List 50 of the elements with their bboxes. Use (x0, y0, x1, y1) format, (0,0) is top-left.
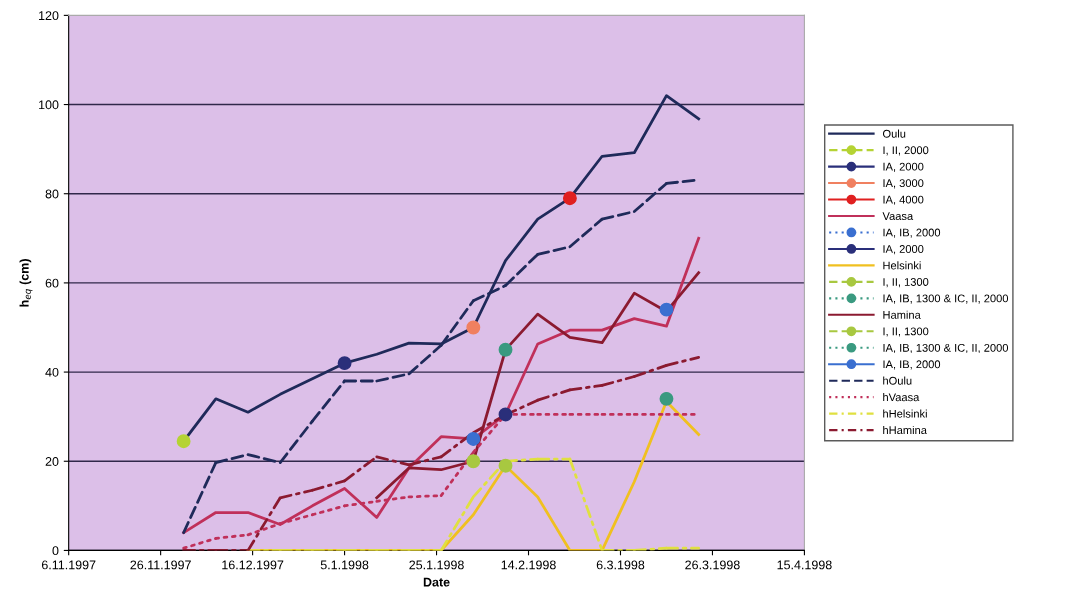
x-tick-label: 14.2.1998 (501, 560, 556, 570)
point (176, 434, 191, 449)
legend-label: IA, 2000 (883, 245, 924, 255)
legend-label: IA, 2000 (883, 162, 924, 172)
point (498, 342, 513, 357)
legend-label: Vaasa (882, 212, 914, 221)
x-tick-label: 26.11.1997 (130, 560, 191, 570)
legend-label: hHelsinki (883, 409, 927, 418)
x-tick-label: 6.3.1998 (596, 560, 645, 570)
legend-label: I, II, 1300 (883, 278, 929, 288)
x-tick-label: 6.11.1997 (41, 560, 96, 570)
y-axis-title: h$_{eq}$ (cm) (19, 259, 33, 307)
y-tick-label: 40 (45, 367, 59, 377)
x-tick-label: 26.3.1998 (685, 560, 740, 570)
point (466, 454, 481, 469)
point (562, 191, 577, 206)
legend-label: hVaasa (883, 393, 920, 402)
x-tick-label: 5.1.1998 (320, 560, 369, 570)
legend-label: I, II, 1300 (883, 327, 929, 337)
legend-label: IA, IB, 1300 & IC, II, 2000 (883, 343, 1009, 354)
legend-label: Hamina (883, 310, 921, 319)
point (466, 432, 481, 446)
point (498, 458, 513, 473)
legend-label: I, II, 2000 (883, 146, 929, 156)
y-tick-label: 20 (45, 457, 59, 466)
x-axis-title: Date (423, 577, 450, 587)
legend-label: Oulu (882, 129, 906, 138)
point (659, 302, 674, 317)
y-tick-label: 80 (45, 189, 59, 199)
y-tick-label: 120 (39, 11, 59, 21)
y-tick-label: 100 (39, 100, 59, 110)
legend-label: IA, IB, 2000 (883, 360, 941, 370)
x-tick-label: 16.12.1997 (222, 560, 284, 570)
line-series (375, 271, 701, 500)
legend-label: IA, IB, 2000 (883, 228, 941, 238)
point (659, 391, 674, 406)
x-tick-label: 15.4.1998 (777, 560, 832, 570)
legend-label: hHamina (883, 425, 927, 435)
point (466, 320, 481, 335)
legend-label: Helsinki (883, 261, 921, 270)
x-tick-label: 25.1.1998 (409, 560, 464, 570)
legend-label: hOulu (883, 376, 912, 385)
legend-label: IA, 4000 (883, 195, 924, 205)
legend-label: IA, 3000 (883, 179, 924, 189)
legend-label: IA, IB, 1300 & IC, II, 2000 (883, 294, 1009, 304)
line-series (182, 236, 701, 534)
y-tick-label: 0 (52, 546, 59, 556)
y-tick-label: 60 (45, 278, 59, 288)
point (498, 407, 513, 422)
point (337, 356, 352, 371)
